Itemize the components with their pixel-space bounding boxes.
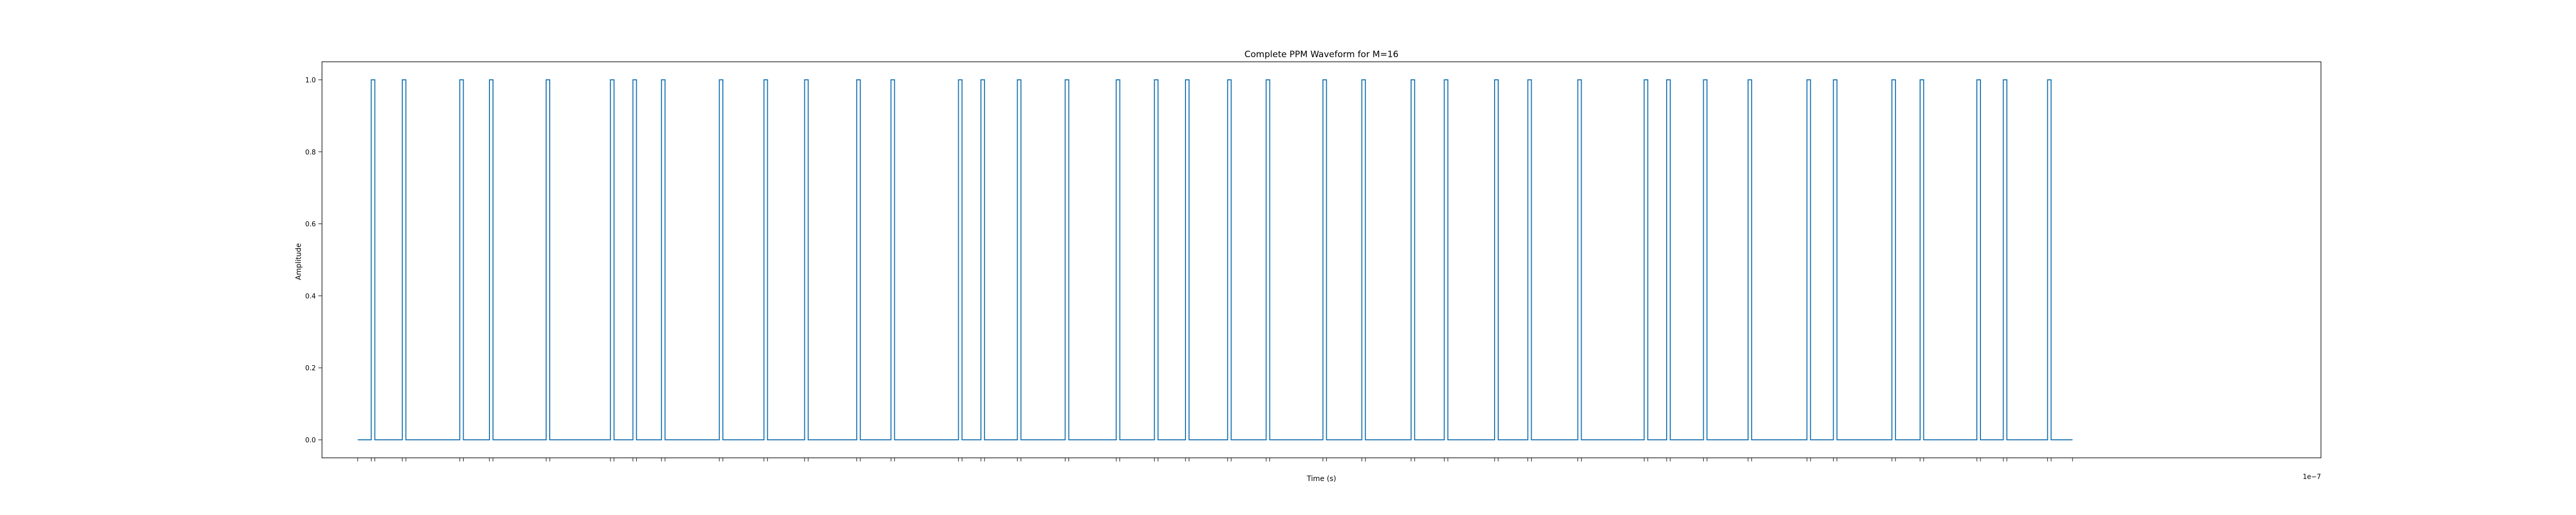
x-axis-label: Time (s) [1307,475,1336,483]
y-tick-label: 1.0 [305,77,316,84]
plot-frame [321,61,2321,458]
y-tick-label: 0.4 [305,293,316,300]
x-axis-offset-label: 1e−7 [2303,473,2321,481]
y-tick-label: 0.8 [305,149,316,157]
y-tick-label: 0.2 [305,365,316,372]
y-tick-label: 0.6 [305,221,316,229]
ppm-waveform-line [358,79,2073,440]
chart-title: Complete PPM Waveform for M=16 [1245,49,1399,60]
y-axis-ticks: 0.0 0.2 0.4 0.6 0.8 1.0 [305,77,322,444]
ppm-series [358,79,2073,440]
y-tick-label: 0.0 [305,437,316,444]
y-axis-label: Amplitude [295,243,303,280]
x-axis-ticks [357,458,2073,461]
